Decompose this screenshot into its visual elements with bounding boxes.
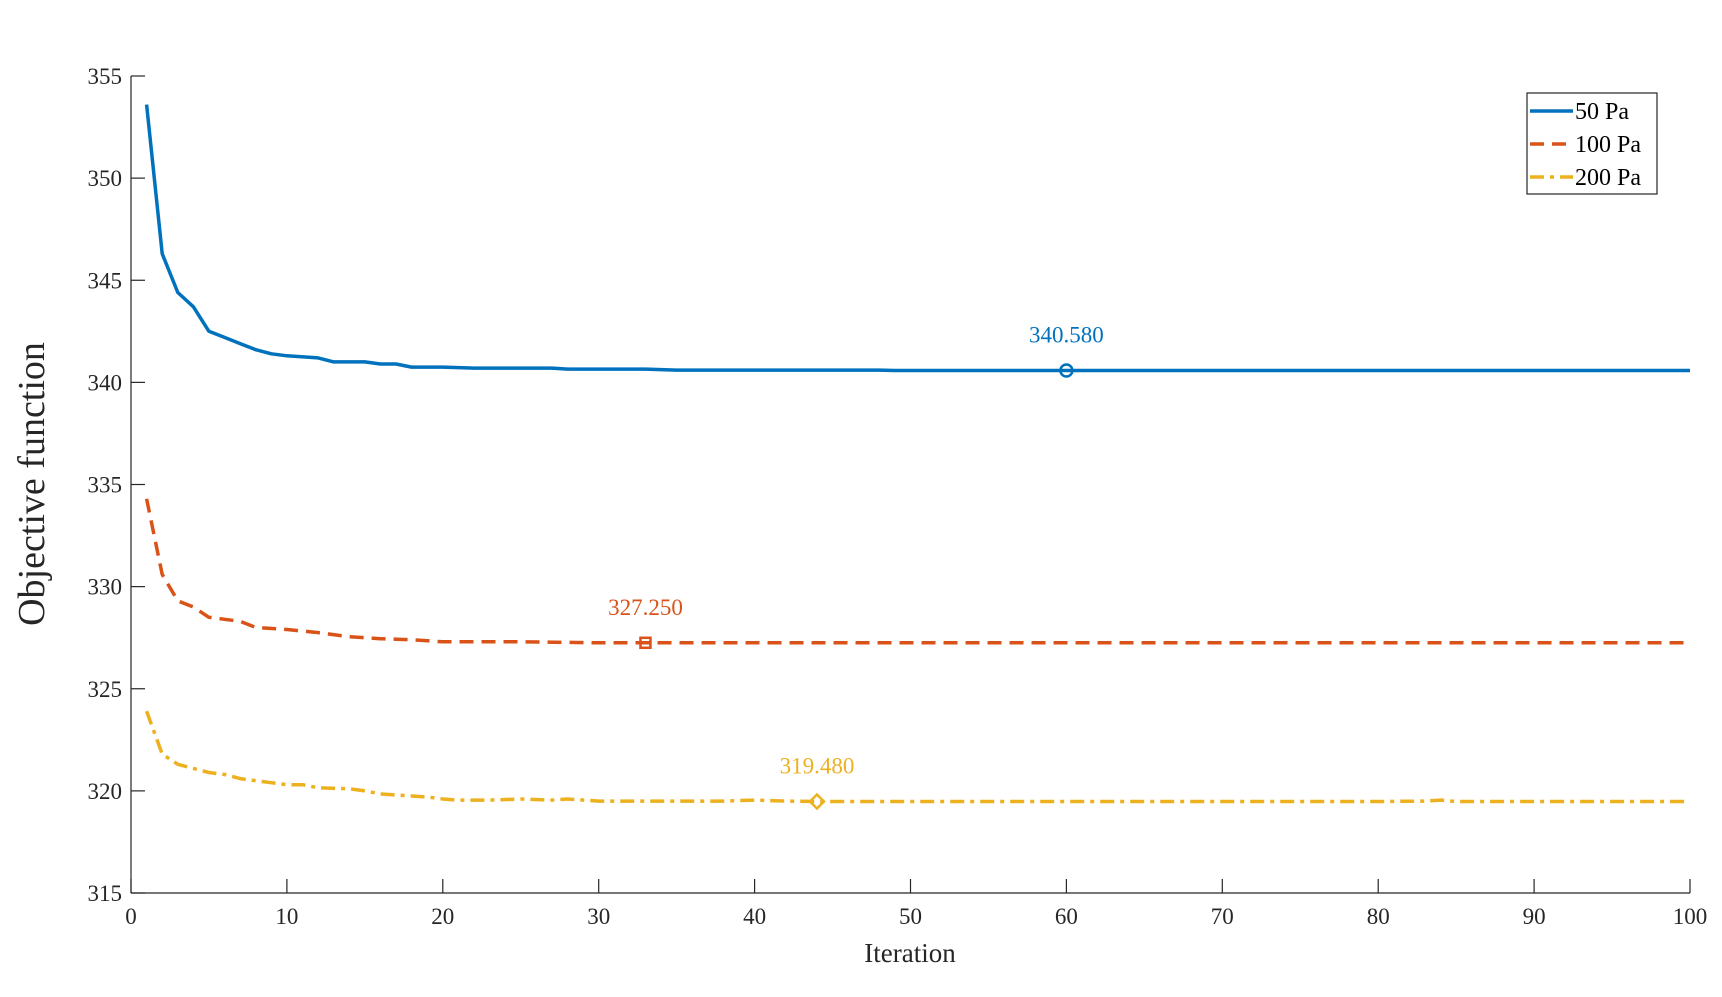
x-tick-label: 90: [1523, 904, 1546, 929]
legend-label-0: 50 Pa: [1575, 99, 1629, 125]
marker-diamond: [808, 792, 826, 811]
annotations: 340.580 327.250 319.480: [608, 323, 1104, 811]
series-line-0: [144, 104, 1690, 373]
x-tick-label: 40: [743, 904, 766, 929]
y-tick-label: 340: [88, 370, 123, 395]
legend-label-2: 200 Pa: [1575, 165, 1641, 191]
axes: 0 10 20 30 40 50 60 70 80 90 100 315 320 325 330 335 340…: [88, 64, 1708, 929]
y-tick-label: 335: [88, 473, 123, 498]
x-tick-label: 80: [1367, 904, 1390, 929]
x-tick-label: 60: [1055, 904, 1078, 929]
marker-square: [639, 636, 652, 650]
y-tick-label: 350: [88, 166, 123, 191]
x-tick-label: 10: [275, 904, 298, 929]
y-tick-label: 330: [88, 575, 123, 600]
x-tick-label: 100: [1673, 904, 1708, 929]
x-tick-label: 50: [899, 904, 922, 929]
y-axis-label: Objective function: [11, 342, 53, 626]
x-axis-label: Iteration: [864, 938, 956, 968]
marker-circle: [1059, 363, 1074, 378]
x-tick-label: 70: [1211, 904, 1234, 929]
x-tick-label: 0: [125, 904, 137, 929]
y-tick-label: 355: [88, 64, 123, 89]
y-tick-label: 325: [88, 677, 123, 702]
x-tick-label: 30: [587, 904, 610, 929]
data-label-2: 319.480: [780, 753, 855, 778]
series-line-2: [144, 710, 1690, 804]
data-label-1: 327.250: [608, 595, 683, 620]
y-tick-label: 345: [88, 268, 123, 293]
data-label-0: 340.580: [1029, 323, 1104, 348]
legend-label-1: 100 Pa: [1575, 132, 1641, 158]
y-tick-label: 315: [88, 881, 123, 906]
x-tick-label: 20: [431, 904, 454, 929]
series-layer: [144, 104, 1690, 804]
legend: 50 Pa 100 Pa 200 Pa: [1526, 92, 1658, 195]
y-tick-label: 320: [88, 779, 123, 804]
